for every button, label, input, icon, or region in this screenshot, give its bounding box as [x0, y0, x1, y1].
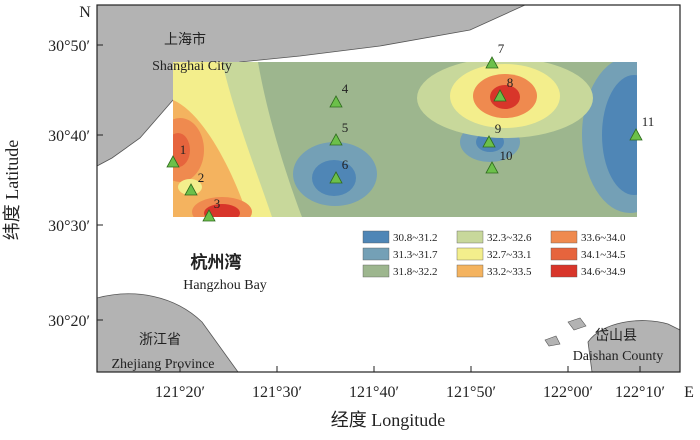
legend-label: 30.8~31.2: [393, 232, 437, 244]
legend-label: 33.2~33.5: [487, 266, 532, 278]
contour-band: [602, 75, 637, 195]
place-name-cn: 岱山县: [595, 328, 637, 344]
place-name-en: Zhejiang Province: [111, 357, 214, 372]
station-marker: [482, 135, 496, 148]
place-name-cn: 上海市: [164, 31, 206, 48]
legend-label: 31.3~31.7: [393, 249, 438, 261]
station-label: 8: [507, 75, 514, 90]
zhejiang-land: [97, 293, 239, 372]
legend-label: 31.8~32.2: [393, 266, 437, 278]
x-tick-label: 121°50′: [446, 384, 496, 401]
y-tick-label: 30°20′: [48, 313, 90, 330]
x-tick-label: 121°30′: [252, 384, 302, 401]
legend-label: 34.1~34.5: [581, 249, 626, 261]
x-tick-label: 121°40′: [349, 384, 399, 401]
station-marker: [493, 89, 507, 102]
contour-band: [204, 204, 240, 217]
map-frame: [96, 4, 681, 373]
contour-field: [173, 62, 637, 217]
contour-band: [173, 133, 190, 167]
place-name-en: Daishan County: [573, 349, 664, 364]
legend-swatch: [362, 264, 390, 278]
place-name-cn: 浙江省: [139, 332, 181, 348]
station-marker: [166, 155, 180, 168]
station-marker: [485, 56, 499, 69]
station-label: 4: [342, 81, 349, 96]
x-axis-title: 经度 Longitude: [331, 410, 446, 430]
legend-box: [358, 228, 636, 286]
legend-swatch: [456, 264, 484, 278]
place-name-cn: 杭州湾: [191, 252, 242, 272]
y-tick-label: 30°30′: [48, 218, 90, 235]
legend-swatch: [550, 264, 578, 278]
legend-label: 33.6~34.0: [581, 232, 626, 244]
y-axis-title: 纬度 Latitude: [2, 140, 22, 240]
islands: [544, 317, 587, 347]
legend-swatch: [550, 247, 578, 261]
station-label: 11: [642, 114, 655, 129]
contour-band: [490, 85, 520, 109]
east-label: E: [684, 384, 694, 401]
legend-swatch: [456, 230, 484, 244]
station-label: 10: [500, 148, 513, 163]
y-tick-label: 30°50′: [48, 38, 90, 55]
place-name-en: Shanghai City: [152, 59, 232, 74]
station-marker: [329, 133, 343, 146]
station-marker: [329, 171, 343, 184]
station-label: 5: [342, 120, 349, 135]
station-label: 9: [495, 121, 502, 136]
station-marker: [202, 209, 216, 222]
station-label: 2: [198, 170, 205, 185]
station-label: 1: [180, 142, 187, 157]
station-label: 6: [342, 157, 349, 172]
y-tick-label: 30°40′: [48, 128, 90, 145]
legend-swatch: [362, 247, 390, 261]
x-tick-label: 122°00′: [543, 384, 593, 401]
x-tick-label: 122°10′: [615, 384, 665, 401]
legend-swatch: [362, 230, 390, 244]
station-marker: [329, 95, 343, 108]
station-marker: [629, 128, 643, 141]
station-label: 7: [498, 41, 505, 56]
x-tick-label: 121°20′: [155, 384, 205, 401]
legend-label: 32.3~32.6: [487, 232, 532, 244]
legend-label: 32.7~33.1: [487, 249, 531, 261]
station-label: 3: [214, 196, 221, 211]
legend-swatch: [456, 247, 484, 261]
station-marker: [184, 183, 198, 196]
legend-swatch: [550, 230, 578, 244]
station-marker: [485, 161, 499, 174]
daishan-land: [587, 320, 680, 372]
place-name-en: Hangzhou Bay: [183, 278, 267, 293]
legend-label: 34.6~34.9: [581, 266, 626, 278]
land: [97, 5, 680, 372]
north-label: N: [79, 4, 91, 21]
